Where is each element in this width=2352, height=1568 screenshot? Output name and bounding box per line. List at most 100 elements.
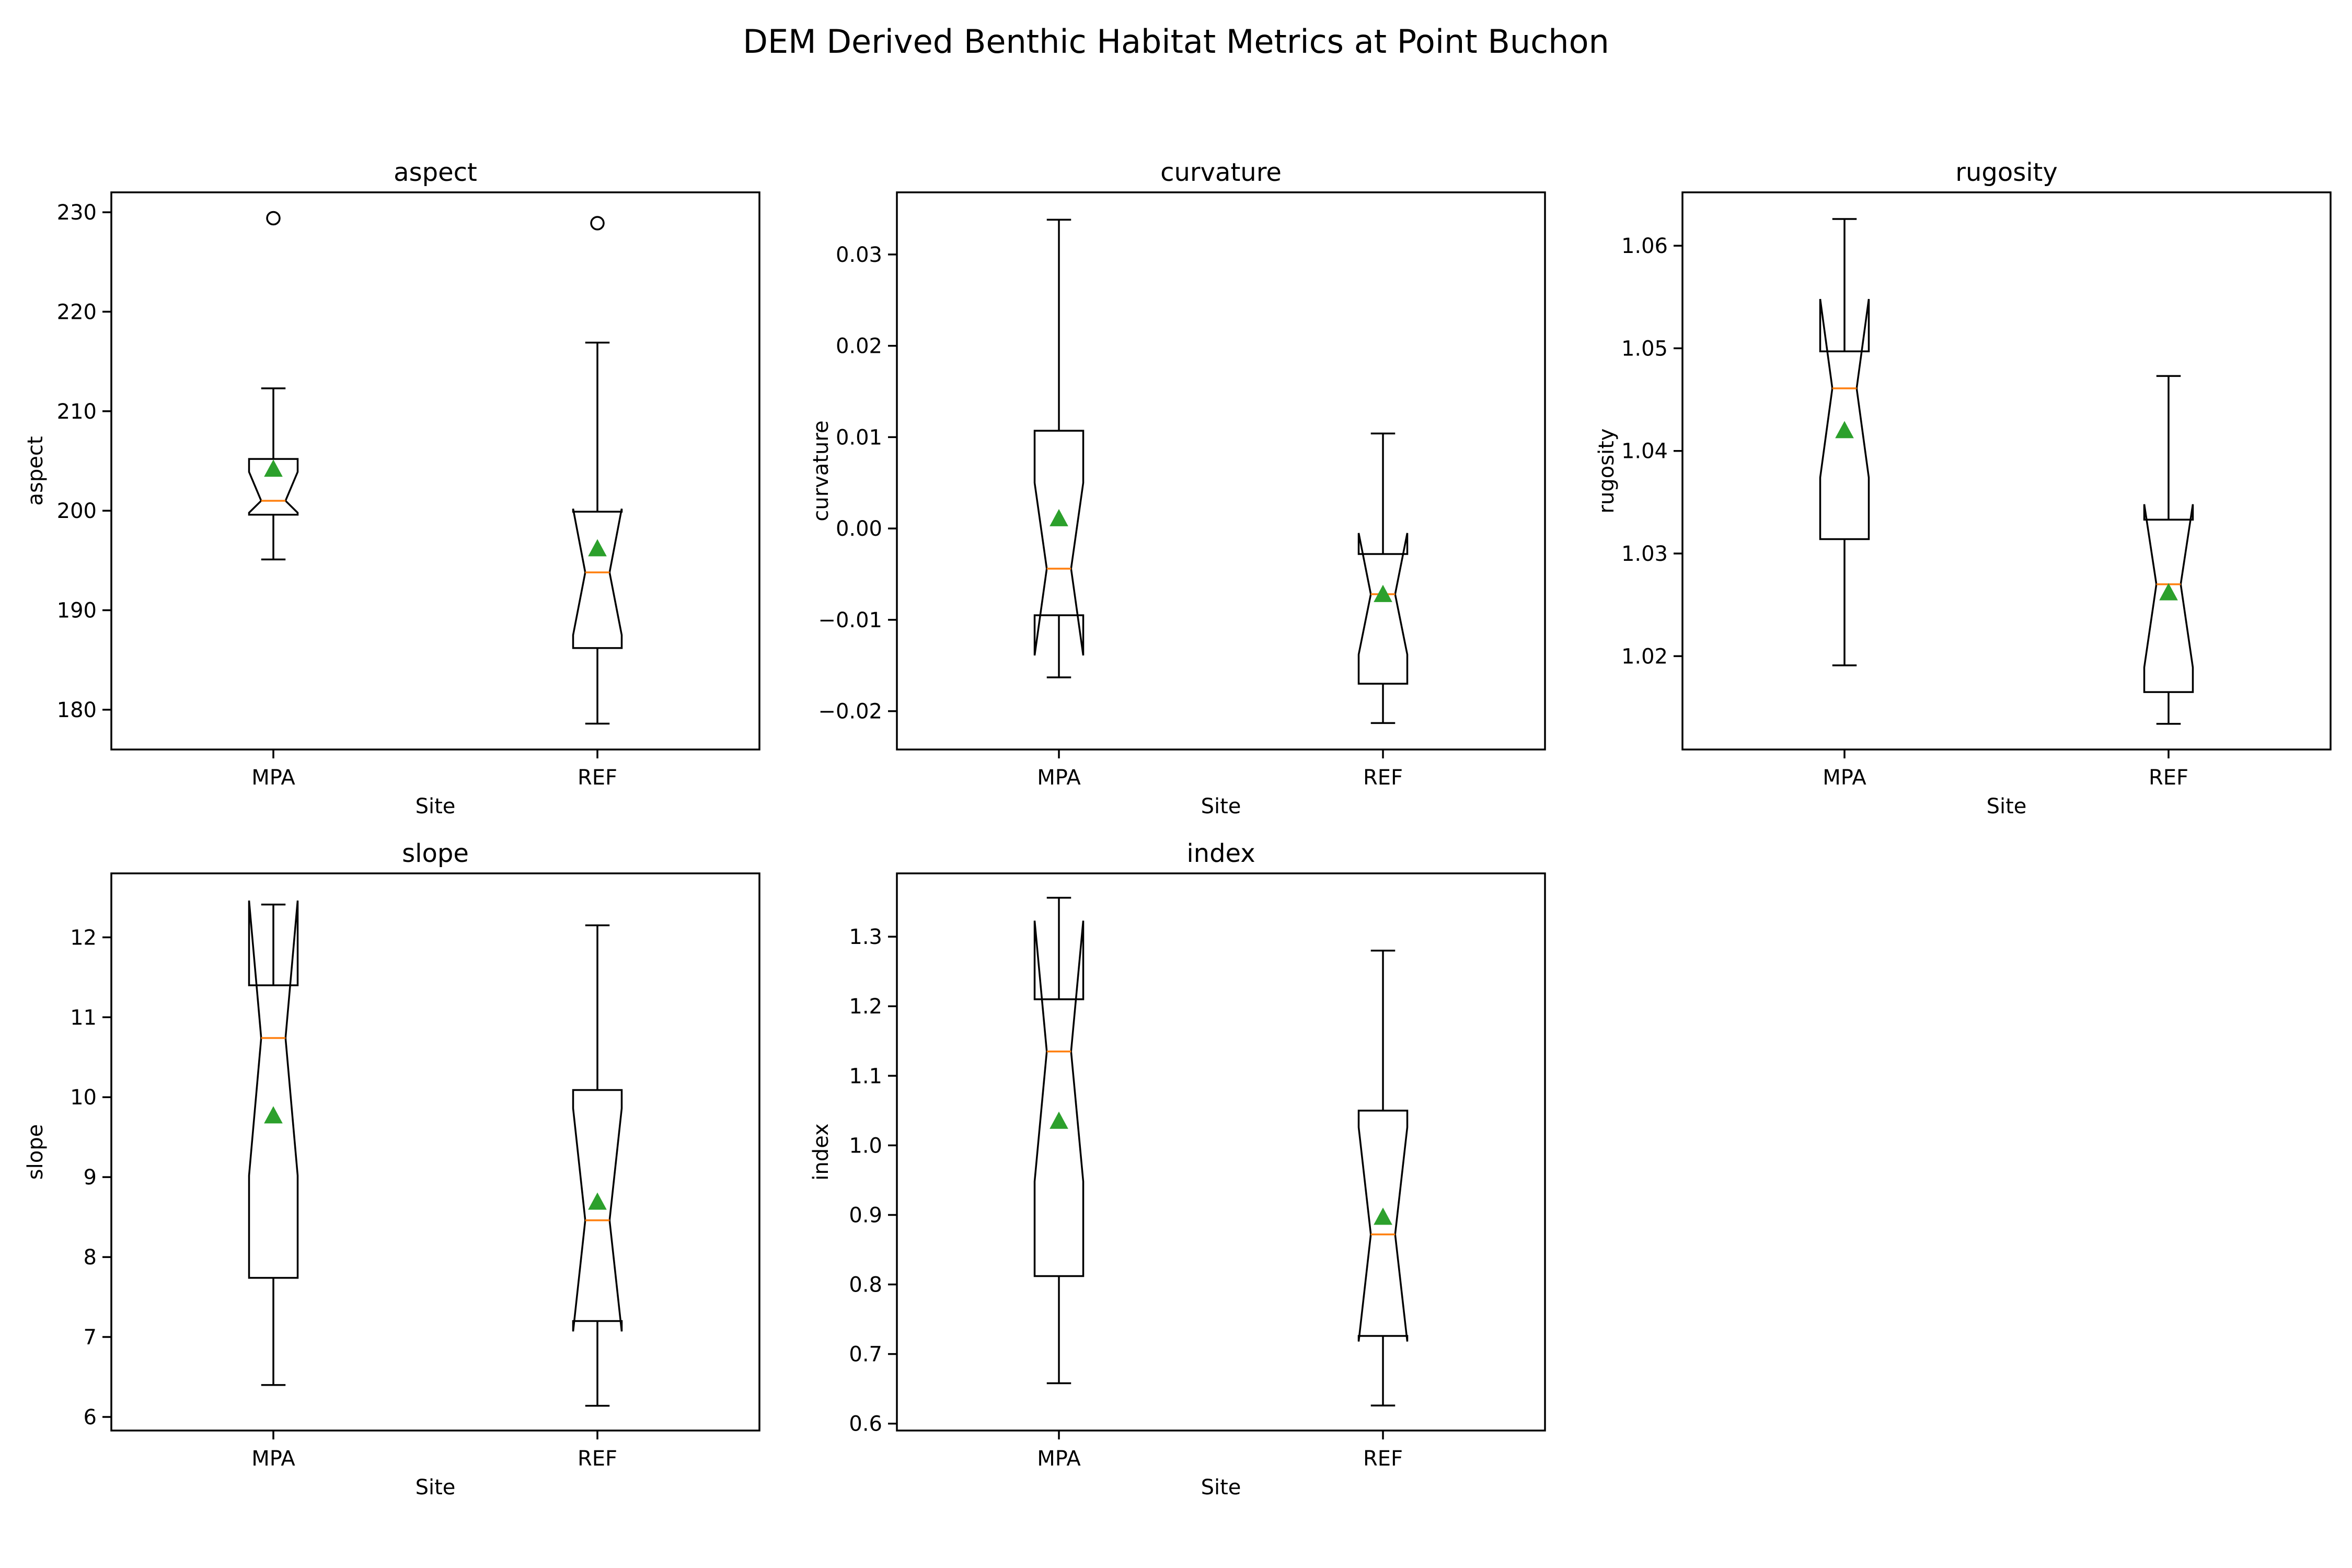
x-tick-label: MPA bbox=[1037, 766, 1081, 790]
y-axis-label: rugosity bbox=[1595, 429, 1619, 514]
box-body bbox=[248, 458, 299, 516]
mean-marker bbox=[264, 1106, 283, 1124]
axes-frame bbox=[110, 872, 760, 1432]
y-tick-label: 7 bbox=[84, 1325, 97, 1350]
box-MPA bbox=[248, 211, 299, 561]
subplot-aspect: aspect 180 190 200 210 220 230 aspect MPA REF Site bbox=[24, 158, 760, 818]
y-tick-label: −0.01 bbox=[818, 608, 882, 632]
box-body bbox=[1357, 1110, 1409, 1342]
box-REF bbox=[1357, 432, 1409, 724]
y-axis-label: slope bbox=[24, 1124, 48, 1180]
flier-point bbox=[266, 211, 281, 226]
x-tick-label: REF bbox=[2149, 766, 2188, 790]
subplot-title: aspect bbox=[394, 158, 477, 187]
mean-marker bbox=[1050, 509, 1068, 526]
subplot-title: index bbox=[1186, 839, 1255, 868]
box-REF bbox=[2143, 375, 2194, 725]
y-tick-label: 230 bbox=[57, 201, 97, 225]
subplot-grid: aspect 180 190 200 210 220 230 aspect MPA REF Site… bbox=[24, 158, 2332, 1500]
y-tick-label: 200 bbox=[57, 499, 97, 523]
x-tick-label: MPA bbox=[251, 766, 295, 790]
y-tick-label: 10 bbox=[70, 1086, 97, 1110]
axes-frame bbox=[1681, 191, 2332, 751]
y-axis-label: curvature bbox=[809, 420, 833, 521]
y-tick-label: 0.7 bbox=[849, 1343, 882, 1367]
box-body bbox=[1033, 430, 1085, 656]
y-tick-label: 180 bbox=[57, 698, 97, 722]
y-tick-label: 1.3 bbox=[849, 925, 882, 949]
mean-marker bbox=[1835, 421, 1854, 439]
y-tick-label: 6 bbox=[84, 1405, 97, 1429]
mean-marker bbox=[2159, 583, 2178, 601]
axes-frame bbox=[896, 872, 1546, 1432]
box-MPA bbox=[1819, 218, 1870, 666]
box-body bbox=[572, 509, 623, 649]
mean-marker bbox=[1374, 1207, 1392, 1225]
y-tick-label: 0.02 bbox=[836, 335, 882, 359]
y-tick-label: −0.02 bbox=[818, 700, 882, 724]
axes-frame bbox=[896, 191, 1546, 751]
box-MPA bbox=[1033, 218, 1085, 678]
subplot-slope: slope 6 7 8 9 10 11 12 slope MPA REF Site bbox=[24, 839, 760, 1500]
y-tick-label: 0.00 bbox=[836, 517, 882, 541]
x-tick-label: MPA bbox=[251, 1447, 295, 1471]
mean-marker bbox=[264, 459, 283, 477]
subplot-curvature: curvature −0.02 −0.01 0.00 0.01 0.02 0.03 curva… bbox=[809, 158, 1546, 818]
y-tick-label: 1.04 bbox=[1621, 440, 1668, 464]
x-tick-label: REF bbox=[1363, 766, 1403, 790]
x-tick-label: REF bbox=[1363, 1447, 1403, 1471]
y-tick-label: 1.02 bbox=[1621, 644, 1668, 668]
y-tick-label: 0.03 bbox=[836, 243, 882, 267]
y-tick-label: 9 bbox=[84, 1166, 97, 1190]
x-axis-label: Site bbox=[416, 794, 456, 818]
y-axis-label: index bbox=[809, 1123, 833, 1180]
y-tick-label: 1.2 bbox=[849, 995, 882, 1019]
box-MPA bbox=[1033, 896, 1085, 1385]
x-tick-label: MPA bbox=[1037, 1447, 1081, 1471]
y-tick-label: 1.05 bbox=[1621, 337, 1668, 361]
box-REF bbox=[572, 216, 623, 725]
subplot-index: index 0.6 0.7 0.8 0.9 1.0 1.1 1.2 1.3 index MPA REF… bbox=[809, 839, 1546, 1500]
box-body bbox=[1357, 533, 1409, 685]
box-body bbox=[2143, 504, 2194, 693]
y-tick-label: 8 bbox=[84, 1246, 97, 1270]
y-axis-label: aspect bbox=[24, 436, 48, 505]
mean-marker bbox=[588, 539, 607, 557]
x-axis-label: Site bbox=[1987, 794, 2027, 818]
y-tick-label: 1.06 bbox=[1621, 234, 1668, 258]
box-body bbox=[572, 1089, 623, 1332]
x-tick-label: REF bbox=[578, 766, 617, 790]
box-body bbox=[1819, 298, 1870, 540]
y-tick-label: 1.1 bbox=[849, 1064, 882, 1088]
y-tick-label: 12 bbox=[70, 926, 97, 950]
y-tick-label: 220 bbox=[57, 300, 97, 324]
mean-marker bbox=[1050, 1111, 1068, 1129]
box-body bbox=[248, 900, 299, 1279]
axes-frame bbox=[110, 191, 760, 751]
y-tick-label: 1.0 bbox=[849, 1134, 882, 1158]
mean-marker bbox=[1374, 584, 1392, 602]
figure-title: DEM Derived Benthic Habitat Metrics at P… bbox=[743, 22, 1609, 61]
flier-point bbox=[590, 216, 605, 230]
box-MPA bbox=[248, 900, 299, 1386]
y-tick-label: 1.03 bbox=[1621, 542, 1668, 566]
y-tick-label: 11 bbox=[70, 1006, 97, 1030]
box-body bbox=[1033, 920, 1085, 1277]
y-tick-label: 210 bbox=[57, 400, 97, 424]
x-axis-label: Site bbox=[1201, 1475, 1241, 1500]
y-tick-label: 0.01 bbox=[836, 425, 882, 449]
y-tick-label: 0.9 bbox=[849, 1203, 882, 1227]
y-tick-label: 190 bbox=[57, 599, 97, 623]
subplot-title: rugosity bbox=[1955, 158, 2058, 187]
subplot-title: curvature bbox=[1160, 158, 1282, 187]
y-tick-label: 0.8 bbox=[849, 1273, 882, 1297]
x-tick-label: MPA bbox=[1823, 766, 1866, 790]
box-REF bbox=[572, 924, 623, 1407]
x-axis-label: Site bbox=[416, 1475, 456, 1500]
subplot-rugosity: rugosity 1.02 1.03 1.04 1.05 1.06 rugosity MPA R… bbox=[1595, 158, 2332, 818]
y-tick-label: 0.6 bbox=[849, 1412, 882, 1436]
subplot-title: slope bbox=[402, 839, 469, 868]
x-tick-label: REF bbox=[578, 1447, 617, 1471]
